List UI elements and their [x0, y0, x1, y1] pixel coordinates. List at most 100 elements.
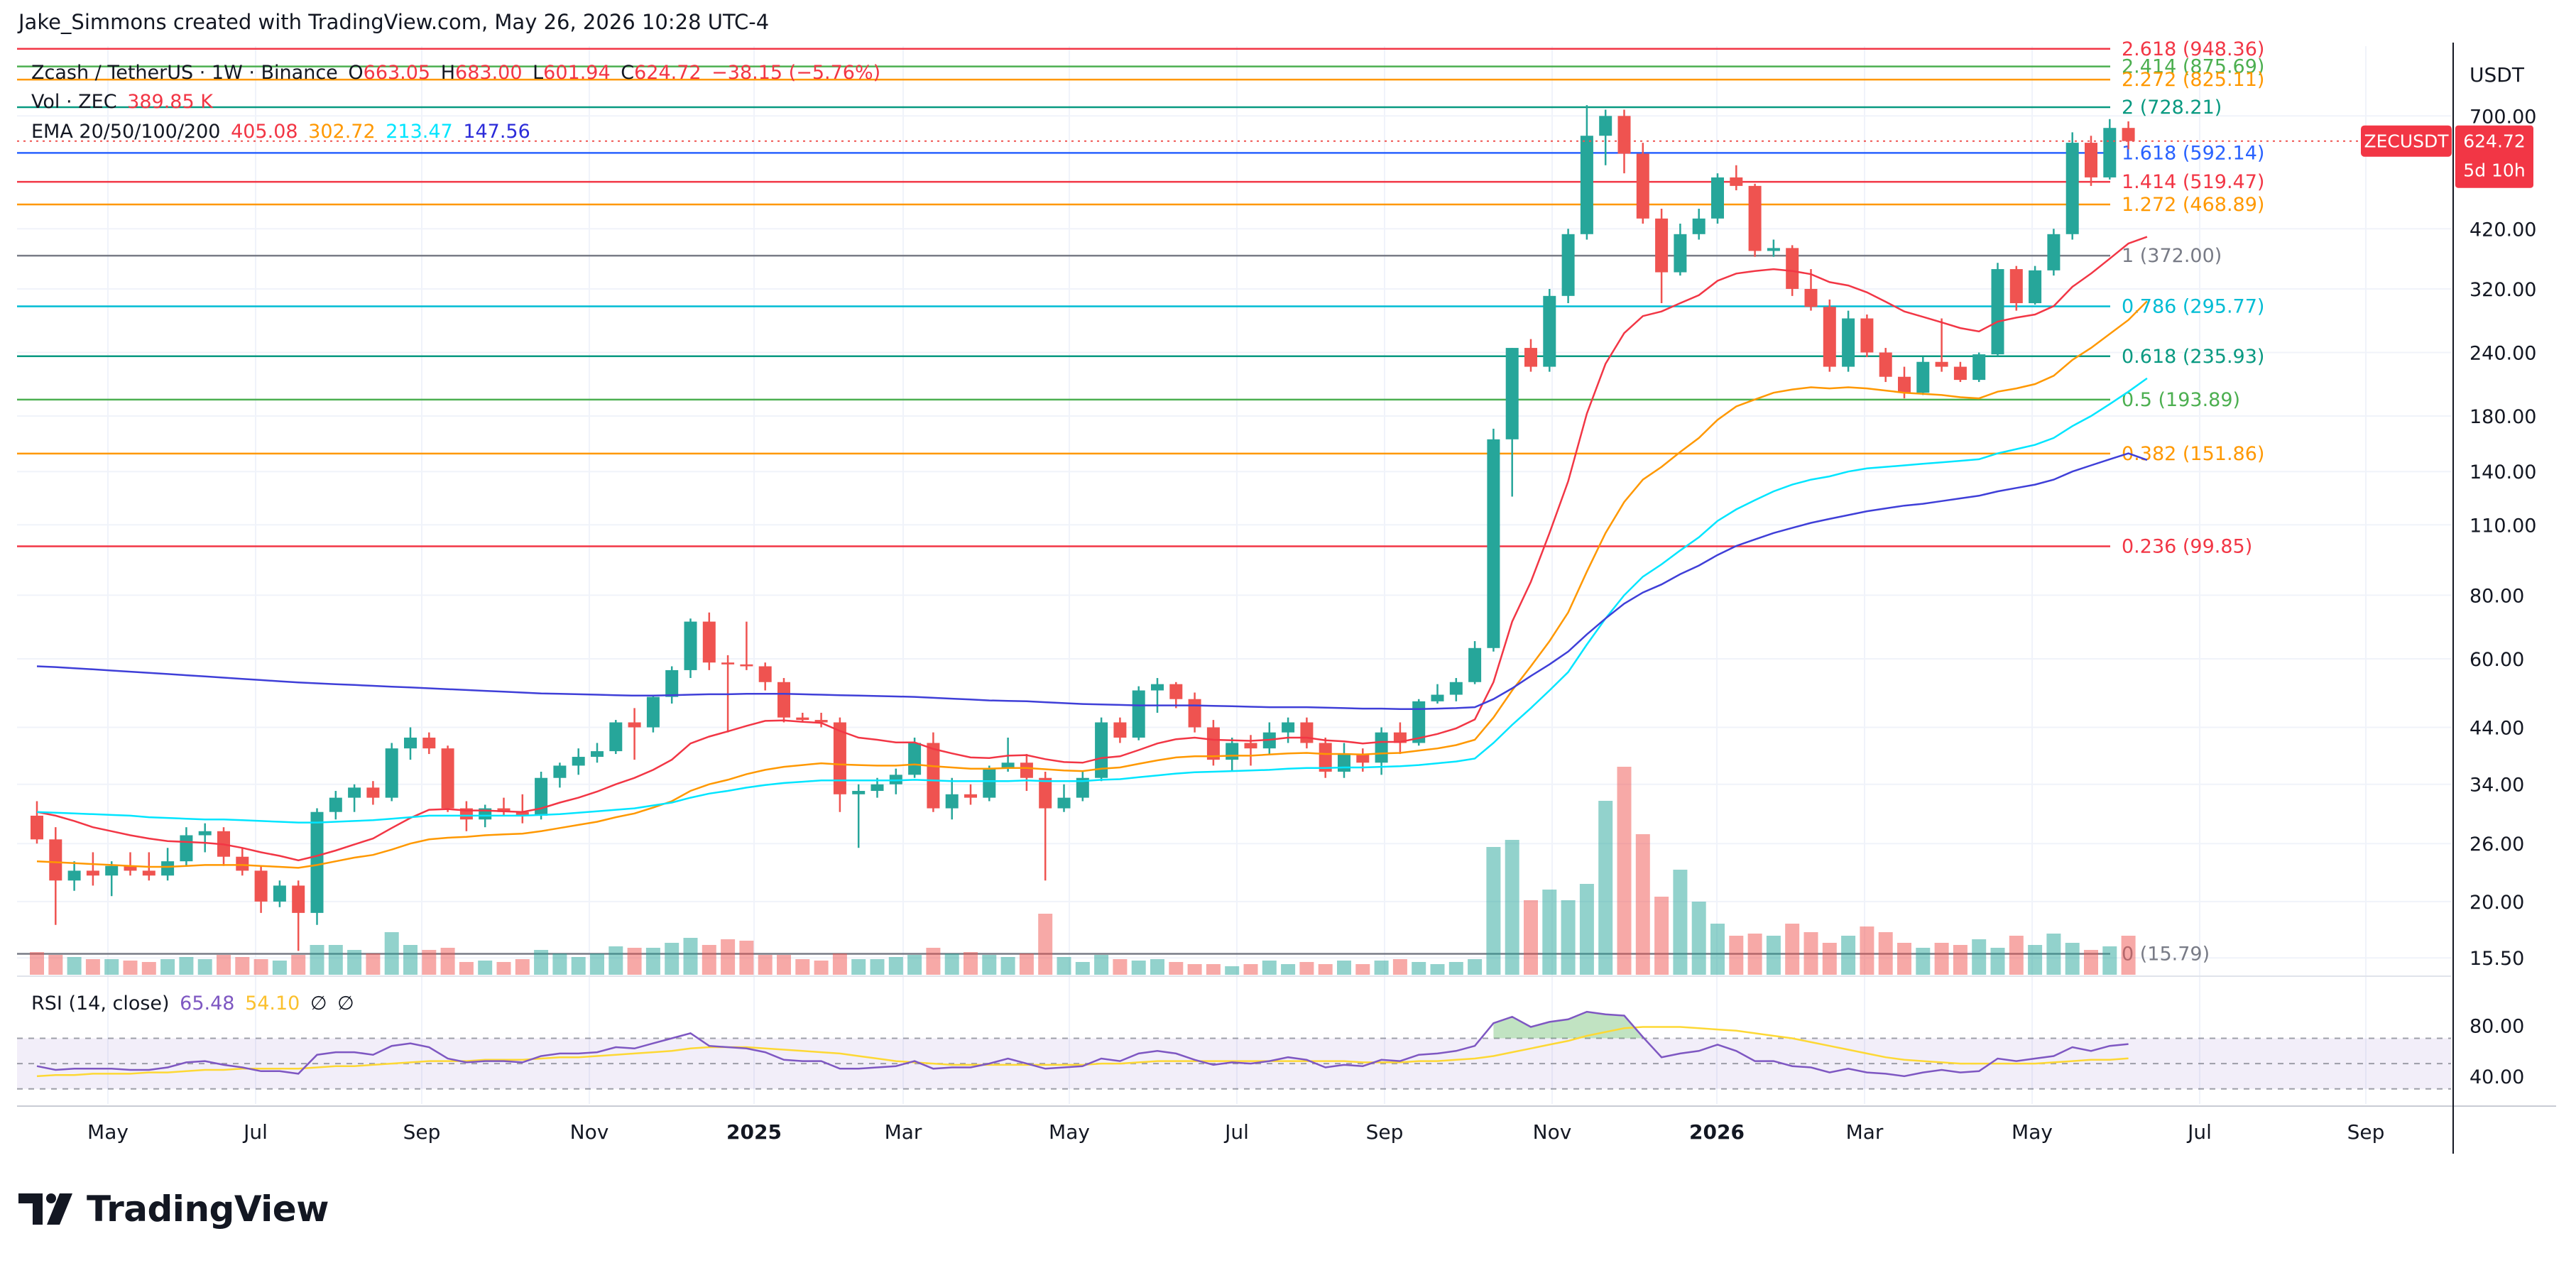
legend-symbol-row[interactable]: Zcash / TetherUS · 1W · Binance O663.05 …	[31, 62, 885, 84]
candle-body	[348, 787, 361, 798]
volume-bar	[665, 943, 680, 975]
volume-bar	[1972, 939, 1987, 975]
candle-body	[1375, 732, 1388, 763]
fib-label: 2.414 (875.69)	[2122, 56, 2264, 78]
candle-body	[1039, 777, 1052, 809]
volume-bar	[590, 953, 604, 975]
chart-credit: Jake_Simmons created with TradingView.co…	[18, 10, 770, 34]
candle-body	[198, 831, 212, 836]
candle-body	[1823, 307, 1836, 367]
price-axis: USDT 700.00 420.00 320.00 240.00 180.00 140.00…	[17, 63, 2536, 1088]
volume-bar	[1448, 962, 1463, 975]
candle-body	[1169, 684, 1183, 699]
candle-body	[758, 666, 772, 682]
candle-body	[553, 765, 567, 778]
fib-label: 0.382 (151.86)	[2122, 443, 2264, 465]
volume-bar	[2065, 943, 2080, 975]
candle-body	[67, 870, 81, 881]
volume-bar	[2102, 946, 2117, 975]
candle-body	[1151, 684, 1164, 691]
time-tick: Jul	[2186, 1120, 2212, 1144]
price-tick: 80.00	[2469, 585, 2524, 607]
volume-bar	[2009, 936, 2024, 975]
volume-bar	[1000, 957, 1015, 975]
fib-label: 1.414 (519.47)	[2122, 171, 2264, 193]
candle-body	[1953, 366, 1967, 381]
rsi-pane	[36, 1010, 2129, 1078]
candle-body	[1617, 116, 1631, 154]
volume-bar	[907, 955, 922, 975]
time-tick: Mar	[885, 1120, 922, 1144]
candle-body	[1898, 376, 1911, 393]
candle-body	[1804, 288, 1818, 307]
price-tick: 60.00	[2469, 649, 2524, 671]
volume-bar	[888, 957, 903, 975]
candle-body	[1636, 153, 1649, 219]
candle-body	[31, 815, 43, 840]
candle-body	[1916, 361, 1930, 393]
volume-bar	[832, 953, 847, 975]
candle-body	[945, 794, 959, 809]
volume-bar	[1169, 962, 1184, 975]
candle-body	[646, 696, 660, 728]
volume-bar	[1131, 961, 1146, 975]
volume-bar	[1841, 936, 1856, 975]
brand[interactable]: TradingView	[18, 1184, 329, 1234]
candle-body	[964, 794, 977, 798]
ema50-line	[36, 300, 2148, 869]
volume-bar	[795, 959, 810, 975]
volume-bar	[739, 941, 754, 975]
volume-bar	[1953, 945, 1968, 975]
candle-body	[2047, 234, 2061, 270]
volume-bar	[627, 948, 642, 975]
legend-rsi-na-1: ∅	[310, 993, 327, 1015]
volume-bar	[496, 962, 511, 975]
volume-bar	[608, 946, 623, 975]
fib-label: 1.618 (592.14)	[2122, 142, 2264, 164]
time-tick: May	[2012, 1120, 2053, 1144]
legend-open: O663.05	[348, 62, 431, 84]
volume-bar	[721, 939, 736, 975]
volume-bar	[851, 959, 866, 975]
candle-body	[572, 757, 585, 766]
volume-bar	[1019, 953, 1034, 975]
candle-body	[1561, 234, 1575, 296]
candle-body	[1991, 269, 2004, 355]
volume-bar	[1505, 840, 1519, 975]
candle-body	[796, 717, 809, 721]
legend-volume-row[interactable]: Vol · ZEC 389.85 K	[31, 91, 217, 113]
candle-body	[1842, 318, 1855, 367]
candle-body	[404, 737, 417, 749]
candle-body	[1282, 722, 1295, 733]
rsi-tick: 40.00	[2469, 1066, 2524, 1088]
candle-body	[2103, 128, 2117, 177]
volume-bar	[1766, 936, 1781, 975]
volume-bar	[1598, 801, 1613, 975]
legend-rsi-row[interactable]: RSI (14, close) 65.48 54.10 ∅ ∅	[31, 993, 359, 1015]
volume-bar	[926, 948, 941, 975]
candle-body	[1599, 116, 1612, 136]
volume-bar	[1617, 767, 1632, 975]
fib-label: 0 (15.79)	[2122, 943, 2210, 965]
volume-bar	[1038, 914, 1053, 975]
volume-bar	[1281, 964, 1296, 975]
candle-body	[1095, 722, 1108, 778]
time-tick: Sep	[403, 1120, 441, 1144]
candle-body	[1206, 727, 1220, 760]
legend-ema-row[interactable]: EMA 20/50/100/200 405.08 302.72 213.47 1…	[31, 121, 535, 143]
volume-bar	[141, 962, 156, 975]
candle-body	[535, 777, 548, 816]
price-tick: 320.00	[2469, 279, 2536, 301]
candle-body	[721, 662, 735, 665]
volume-bar	[645, 948, 660, 975]
candle-body	[161, 861, 175, 876]
volume-bar	[179, 957, 194, 975]
candle-body	[1543, 295, 1556, 367]
candle-body	[366, 787, 380, 798]
legend-volume-label: Vol · ZEC	[31, 91, 117, 113]
legend-rsi-na-2: ∅	[337, 993, 354, 1015]
fib-label: 0.236 (99.85)	[2122, 535, 2252, 557]
legend-rsi-label: RSI (14, close)	[31, 993, 170, 1015]
candles	[31, 105, 2135, 951]
